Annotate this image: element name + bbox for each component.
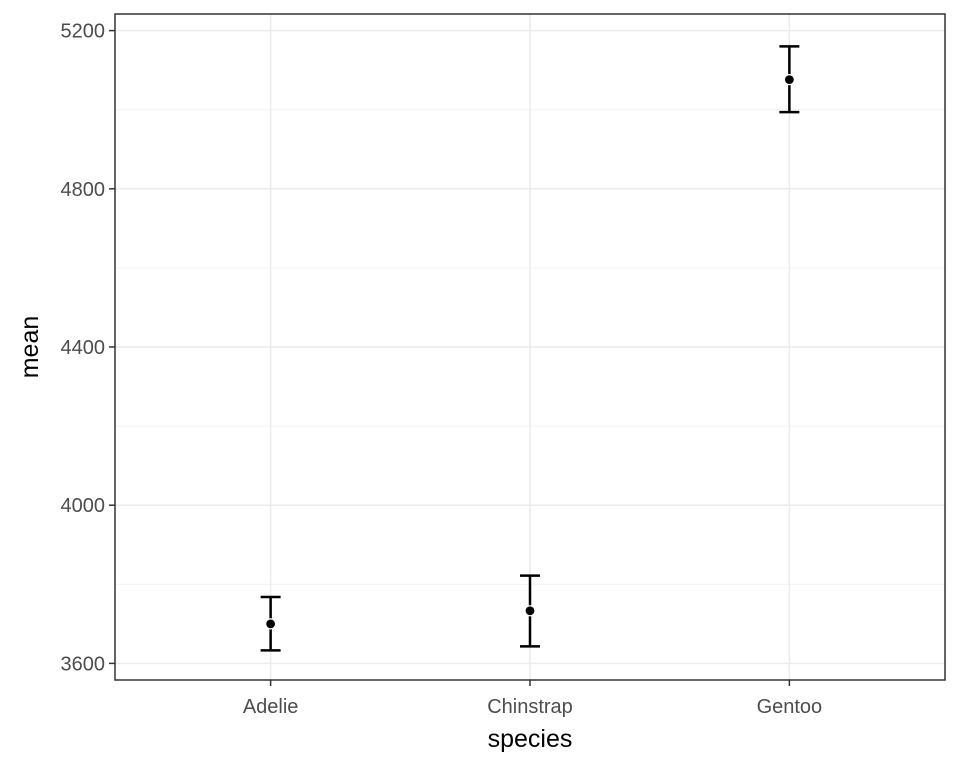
data-point [783, 74, 795, 86]
y-axis-title: mean [16, 316, 44, 379]
x-axis-title: species [488, 725, 573, 753]
y-tick-label: 4000 [61, 495, 106, 517]
y-axis: 3600 4000 4400 4800 5200 [61, 21, 115, 675]
x-tick-label: Chinstrap [487, 696, 573, 718]
data-points [265, 74, 795, 630]
x-axis: Adelie Chinstrap Gentoo [243, 680, 822, 718]
data-point [265, 618, 277, 630]
y-tick-label: 3600 [61, 653, 106, 675]
x-tick-label: Adelie [243, 696, 299, 718]
major-gridlines [115, 14, 945, 680]
y-tick-label: 4800 [61, 179, 106, 201]
data-point [524, 605, 536, 617]
x-tick-label: Gentoo [757, 696, 823, 718]
y-tick-label: 4400 [61, 337, 106, 359]
y-tick-label: 5200 [61, 21, 106, 43]
